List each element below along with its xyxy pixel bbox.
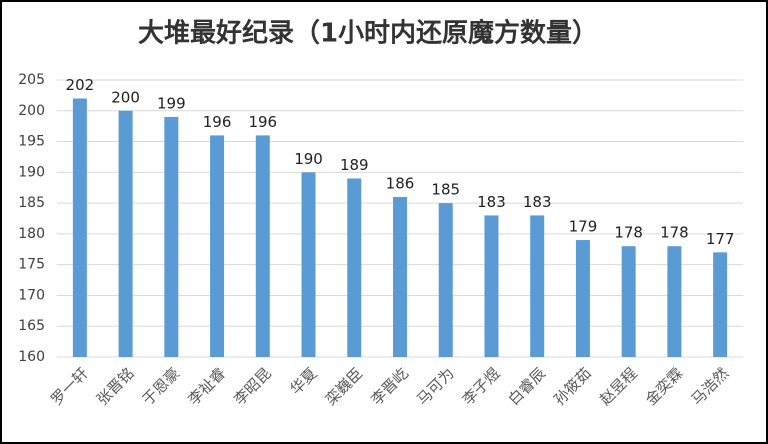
bar: [393, 196, 407, 357]
value-label: 196: [248, 113, 277, 131]
bar: [575, 240, 590, 357]
bar: [667, 246, 682, 357]
bar: [118, 110, 133, 358]
chart-title: 大堆最好纪录（1小时内还原魔方数量）: [138, 18, 598, 49]
value-label: 190: [294, 150, 323, 168]
bar: [621, 246, 636, 357]
y-tick-label: 185: [18, 195, 45, 211]
bar: [301, 172, 316, 357]
bar: [164, 116, 179, 357]
y-tick-label: 165: [18, 318, 45, 334]
bar: [438, 203, 453, 357]
y-tick-label: 190: [18, 164, 45, 180]
bar: [713, 252, 728, 357]
bar: [347, 178, 362, 357]
y-tick-label: 170: [18, 287, 45, 303]
y-tick-label: 175: [18, 257, 45, 273]
value-label: 183: [477, 193, 506, 211]
value-label: 183: [523, 193, 552, 211]
value-label: 189: [340, 156, 369, 174]
value-label: 186: [386, 174, 415, 192]
y-tick-label: 160: [18, 349, 45, 365]
y-tick-label: 180: [18, 226, 45, 242]
value-label: 177: [706, 230, 735, 248]
bar: [484, 215, 499, 357]
value-label: 196: [203, 113, 232, 131]
value-label: 199: [157, 94, 186, 112]
bar: [210, 135, 225, 357]
value-label: 202: [66, 76, 95, 94]
y-tick-label: 200: [18, 103, 45, 119]
bar: [72, 98, 87, 357]
value-label: 185: [431, 181, 460, 199]
value-label: 179: [569, 218, 598, 236]
y-tick-label: 205: [18, 72, 45, 88]
bar: [255, 135, 270, 357]
bar: [530, 215, 545, 357]
value-label: 178: [660, 224, 689, 242]
value-label: 178: [614, 224, 643, 242]
y-tick-label: 195: [18, 134, 45, 150]
value-label: 200: [111, 88, 140, 106]
